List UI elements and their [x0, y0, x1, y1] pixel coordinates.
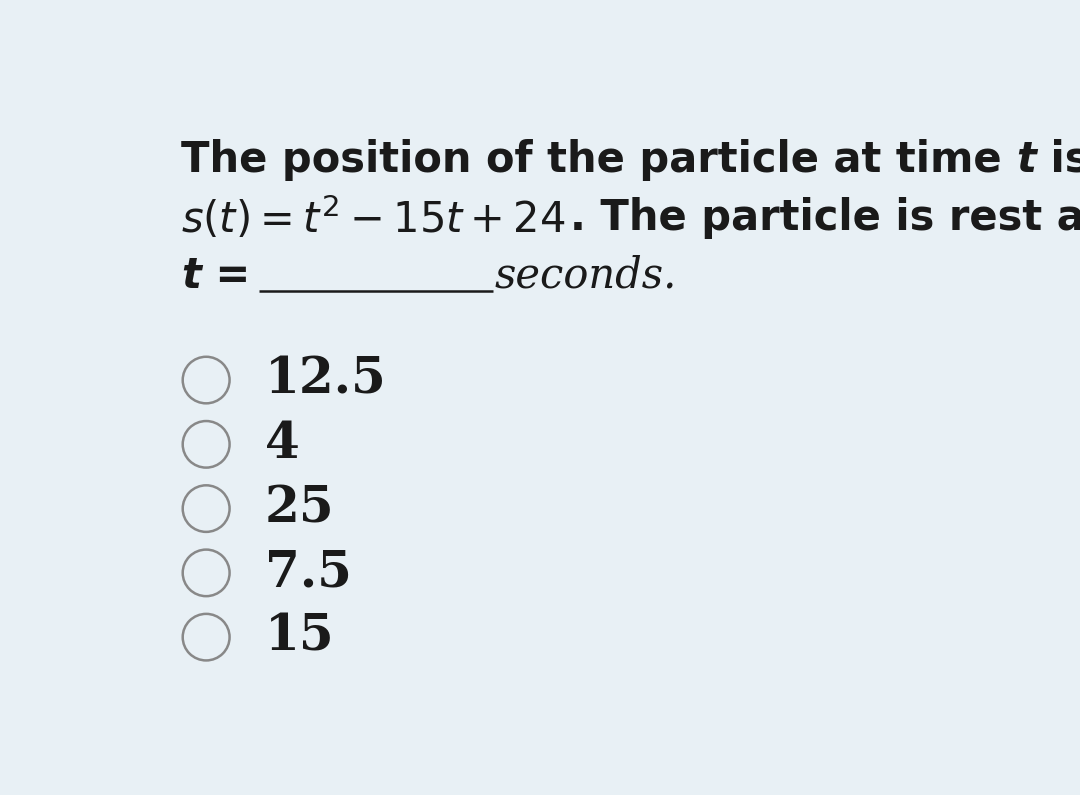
Text: t: t	[1016, 138, 1036, 180]
Text: $\mathit{s}(\mathit{t}) = \mathit{t}^2 - 15\mathit{t} + 24$: $\mathit{s}(\mathit{t}) = \mathit{t}^2 -…	[181, 194, 566, 242]
Text: 12.5: 12.5	[265, 355, 387, 405]
Text: is given by: is given by	[1036, 138, 1080, 180]
Text: 25: 25	[265, 484, 335, 533]
Text: . The particle is rest at: . The particle is rest at	[570, 197, 1080, 238]
Text: =: =	[201, 255, 251, 297]
Text: 15: 15	[265, 613, 335, 661]
Text: The position of the particle at time: The position of the particle at time	[181, 138, 1016, 180]
Text: 4: 4	[265, 420, 299, 469]
Text: t: t	[181, 255, 201, 297]
Text: 7.5: 7.5	[265, 549, 352, 597]
Text: seconds.: seconds.	[495, 255, 677, 297]
